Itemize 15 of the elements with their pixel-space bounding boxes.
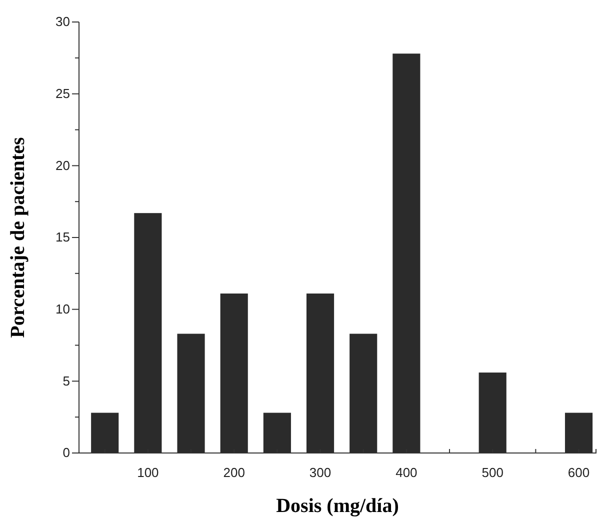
y-axis-title: Porcentaje de pacientes xyxy=(7,136,29,338)
x-tick-label: 200 xyxy=(223,464,245,480)
x-tick-label: 400 xyxy=(396,464,418,480)
y-tick-label: 5 xyxy=(62,373,70,388)
x-tick-label: 300 xyxy=(309,464,332,480)
y-tick-label: 30 xyxy=(56,14,70,30)
y-tick-label: 20 xyxy=(56,158,70,173)
y-tick-label: 15 xyxy=(56,230,70,245)
x-axis-title: Dosis (mg/día) xyxy=(276,495,399,517)
x-tick-label: 600 xyxy=(568,464,590,480)
x-tick-label: 500 xyxy=(482,464,504,480)
y-tick-label: 10 xyxy=(56,301,70,316)
x-tick-label: 100 xyxy=(137,464,159,480)
y-tick-label: 25 xyxy=(56,86,70,101)
y-tick-label: 0 xyxy=(62,445,70,460)
